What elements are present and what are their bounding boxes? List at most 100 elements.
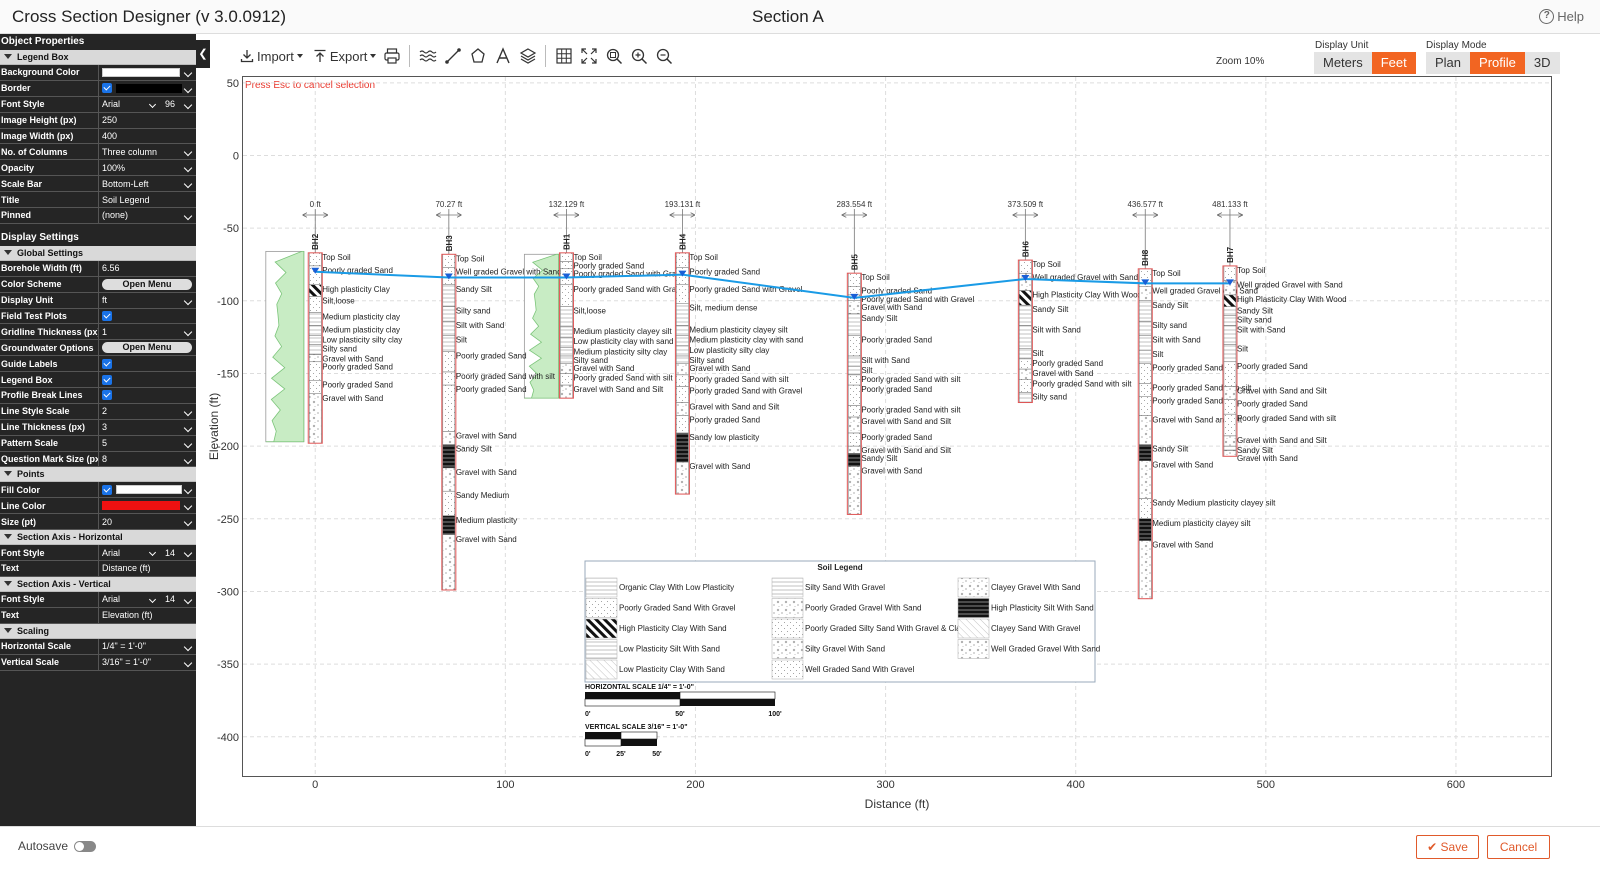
import-button[interactable]: Import [240,49,303,64]
display-mode-label: Display Mode [1426,40,1487,51]
legend-title-input[interactable]: Soil Legend [98,192,196,208]
v-axis-text-input[interactable]: Elevation (ft) [98,607,196,623]
line-thickness-select[interactable]: 3 [98,419,196,435]
fit-extent-button[interactable] [579,47,598,66]
global-settings-group[interactable]: Global Settings [0,245,196,261]
printer-icon [384,48,400,64]
prop-question-mark-size: Question Mark Size (px) 8 [0,451,196,468]
groundwater-options-value: Open Menu [98,340,196,356]
help-link[interactable]: ? Help [1539,9,1584,24]
fill-color-value[interactable] [98,482,196,498]
prop-label: Question Mark Size (px) [1,454,98,465]
font-family-select[interactable]: Arial [102,547,121,558]
export-label: Export [329,48,368,64]
fill-color-checkbox[interactable] [102,484,112,495]
mode-3d-button[interactable]: 3D [1524,52,1560,74]
v-font-style-select[interactable]: Arial 14 [98,591,196,607]
font-size-select[interactable]: 96 [165,99,176,110]
profile-break-lines-checkbox[interactable] [102,390,112,401]
gridline-thickness-select[interactable]: 1 [98,324,196,340]
color-scheme-menu-button[interactable]: Open Menu [102,278,192,290]
text-tool[interactable] [493,47,512,66]
y-axis-title: Elevation (ft) [207,393,221,460]
border-value[interactable] [98,80,196,96]
legend-box-group[interactable]: Legend Box [0,50,196,65]
prop-label: Text [1,610,19,621]
x-tick-label: 200 [686,779,704,791]
prop-label: Size (pt) [1,516,36,527]
font-size-select[interactable]: 14 [165,594,176,605]
autosave-label: Autosave [18,839,69,853]
h-font-style-select[interactable]: Arial 14 [98,545,196,561]
save-button[interactable]: ✔ Save [1416,835,1479,859]
vertical-scale-select[interactable]: 3/16" = 1'-0" [98,654,196,670]
scale-bar-select[interactable]: Bottom-Left [98,176,196,192]
pattern-scale-select[interactable]: 5 [98,435,196,451]
border-checkbox[interactable] [102,83,112,94]
borehole-width-input[interactable]: 6.56 [98,260,196,276]
field-test-plots-checkbox[interactable] [102,311,112,322]
caret-down-icon [296,54,303,58]
background-color-picker[interactable] [98,65,196,80]
question-mark-size-select[interactable]: 8 [98,451,196,467]
mode-plan-button[interactable]: Plan [1426,52,1471,74]
font-family-select[interactable]: Arial [102,99,121,110]
prop-label: Font Style [1,547,45,558]
unit-feet-button[interactable]: Feet [1371,52,1416,74]
zoom-in-button[interactable] [629,47,648,66]
polygon-tool[interactable] [468,47,487,66]
expand-icon [581,48,597,64]
prop-label: Horizontal Scale [1,641,72,652]
image-width-input[interactable]: 400 [98,128,196,144]
mode-profile-button[interactable]: Profile [1470,52,1525,74]
opacity-select[interactable]: 100% [98,160,196,176]
zoom-extent-button[interactable] [604,47,623,66]
cancel-selection-hint: Press Esc to cancel selection [245,80,376,91]
export-button[interactable]: Export [313,49,377,64]
autosave-toggle[interactable] [74,840,97,852]
guide-labels-checkbox[interactable] [102,358,112,369]
image-height-input[interactable]: 250 [98,112,196,128]
groundwater-tool[interactable] [418,47,437,66]
groundwater-menu-button[interactable]: Open Menu [102,342,192,354]
pinned-select[interactable]: (none) [98,208,196,223]
line-style-scale-select[interactable]: 2 [98,403,196,419]
columns-select[interactable]: Three column [98,144,196,160]
font-style-select[interactable]: Arial 96 [98,96,196,112]
axis-horizontal-group[interactable]: Section Axis - Horizontal [0,530,196,546]
grid-toggle[interactable] [554,47,573,66]
x-tick-label: 500 [1257,779,1275,791]
scaling-group[interactable]: Scaling [0,623,196,639]
display-unit-select[interactable]: ft [98,292,196,308]
border-color-swatch[interactable] [116,83,182,93]
font-family-select[interactable]: Arial [102,594,121,605]
line-color-picker[interactable] [98,498,196,514]
app-title: Cross Section Designer (v 3.0.0912) [12,7,287,26]
prop-image-height: Image Height (px) 250 [0,112,196,129]
autosave: Autosave [18,839,97,853]
line-tool[interactable] [443,47,462,66]
collapse-triangle-icon [4,534,12,540]
h-axis-text-input[interactable]: Distance (ft) [98,561,196,576]
print-button[interactable] [382,47,401,66]
profile-break-lines-value [98,388,196,403]
prop-gridline-thickness: Gridline Thickness (px) 1 [0,324,196,341]
y-tick-label: -300 [217,586,239,598]
collapse-triangle-icon [4,580,12,586]
horizontal-scale-select[interactable]: 1/4" = 1'-0" [98,638,196,654]
prop-label: Font Style [1,594,45,605]
fill-color-swatch[interactable] [116,485,182,495]
cancel-button[interactable]: Cancel [1487,835,1550,859]
unit-meters-button[interactable]: Meters [1314,52,1372,74]
collapse-panel-button[interactable]: ❮ [196,40,210,68]
zoom-out-button[interactable] [654,47,673,66]
points-group[interactable]: Points [0,467,196,483]
point-size-select[interactable]: 20 [98,514,196,530]
font-size-select[interactable]: 14 [165,547,176,558]
layers-tool[interactable] [518,47,537,66]
legend-box-checkbox[interactable] [102,374,112,385]
axis-vertical-group[interactable]: Section Axis - Vertical [0,576,196,592]
guide-labels-value [98,356,196,372]
y-tick-label: -200 [217,441,239,453]
